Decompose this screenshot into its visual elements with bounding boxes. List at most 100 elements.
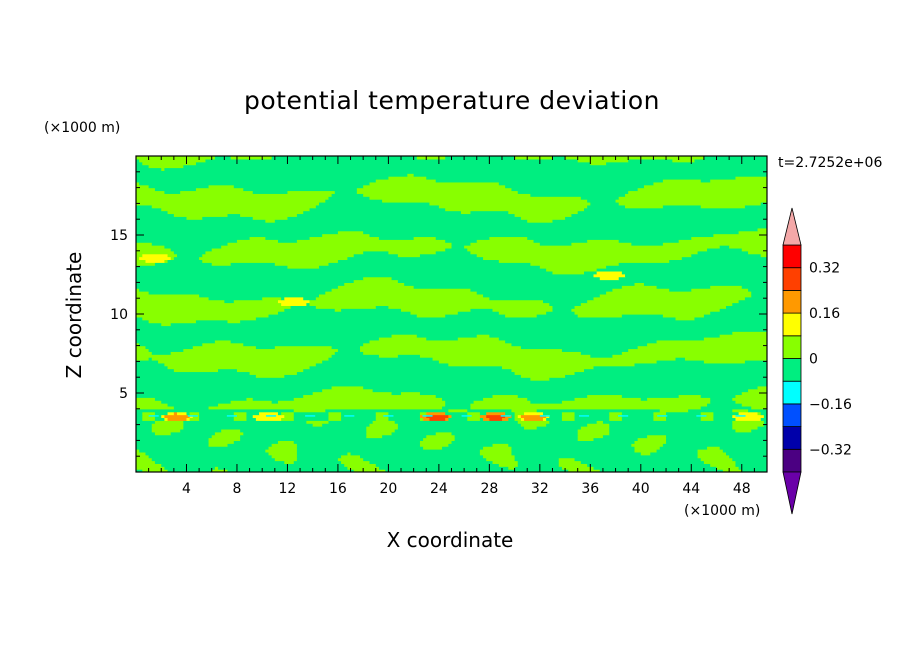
contour-cell bbox=[347, 466, 380, 470]
contour-cell bbox=[470, 288, 614, 292]
contour-cell bbox=[741, 285, 767, 289]
contour-cell bbox=[353, 469, 386, 472]
contour-cell bbox=[656, 359, 705, 364]
contour-cell bbox=[498, 311, 547, 315]
contour-cell bbox=[606, 265, 767, 269]
contour-cell bbox=[136, 308, 285, 312]
contour-cell bbox=[252, 397, 295, 401]
contour-cell bbox=[334, 351, 364, 355]
contour-cell bbox=[337, 259, 500, 263]
contour-cell bbox=[136, 196, 330, 200]
contour-cell bbox=[470, 242, 541, 246]
contour-cell bbox=[145, 345, 194, 350]
contour-cell bbox=[451, 431, 579, 436]
contour-cell bbox=[501, 417, 509, 421]
x-tick-label: 20 bbox=[379, 481, 397, 497]
contour-cell bbox=[416, 334, 478, 338]
contour-cell bbox=[479, 451, 513, 456]
contour-cell bbox=[552, 270, 585, 275]
contour-cell bbox=[233, 411, 248, 416]
contour-cell bbox=[337, 457, 364, 462]
contour-cell bbox=[136, 382, 767, 387]
contour-cell bbox=[136, 245, 165, 249]
contour-cell bbox=[546, 417, 563, 421]
contour-cell bbox=[732, 408, 749, 413]
contour-cell bbox=[401, 391, 421, 396]
contour-cell bbox=[136, 256, 140, 261]
contour-cell bbox=[233, 184, 364, 189]
contour-cell bbox=[199, 411, 235, 416]
contour-cell bbox=[593, 273, 626, 278]
contour-cell bbox=[151, 242, 229, 246]
contour-cell bbox=[363, 457, 487, 462]
contour-cell bbox=[448, 414, 453, 419]
contour-cell bbox=[306, 420, 330, 424]
contour-cell bbox=[170, 256, 175, 261]
contour-cell bbox=[486, 411, 506, 416]
contour-cell bbox=[713, 414, 733, 419]
contour-cell bbox=[341, 417, 377, 421]
contour-cell bbox=[315, 305, 377, 309]
contour-cell bbox=[524, 411, 544, 416]
contour-cell bbox=[722, 469, 743, 472]
contour-cell bbox=[211, 247, 446, 252]
contour-cell bbox=[492, 308, 554, 312]
contour-cell bbox=[580, 196, 620, 200]
contour-cell bbox=[227, 443, 273, 447]
contour-cell bbox=[341, 308, 402, 312]
contour-cell bbox=[524, 426, 538, 430]
contour-cell bbox=[397, 426, 525, 430]
contour-cell bbox=[199, 293, 320, 298]
contour-cell bbox=[669, 259, 767, 263]
contour-field bbox=[136, 156, 767, 472]
contour-cell bbox=[419, 253, 478, 258]
contour-cell bbox=[514, 371, 576, 375]
contour-cell bbox=[757, 227, 767, 232]
contour-cell bbox=[353, 279, 399, 283]
contour-cell bbox=[565, 374, 767, 378]
contour-cell bbox=[722, 449, 767, 453]
contour-cell bbox=[136, 440, 210, 444]
contour-cell bbox=[136, 451, 147, 456]
contour-cell bbox=[596, 420, 604, 424]
contour-cell bbox=[574, 397, 642, 401]
contour-cell bbox=[164, 362, 317, 367]
contour-cell bbox=[136, 296, 210, 301]
contour-cell bbox=[397, 423, 522, 427]
contour-cell bbox=[328, 411, 342, 416]
contour-cell bbox=[136, 156, 216, 160]
contour-cell bbox=[546, 311, 576, 315]
contour-cell bbox=[738, 466, 767, 470]
contour-cell bbox=[136, 336, 380, 341]
contour-cell bbox=[154, 187, 197, 192]
contour-cell bbox=[391, 334, 418, 338]
contour-cell bbox=[142, 411, 156, 416]
contour-cell bbox=[404, 282, 636, 286]
contour-cell bbox=[331, 385, 364, 390]
contour-cell bbox=[426, 434, 456, 439]
contour-cell bbox=[621, 270, 767, 275]
contour-cell bbox=[167, 259, 203, 263]
contour-cell bbox=[230, 156, 273, 160]
contour-cell bbox=[549, 377, 767, 381]
contour-cell bbox=[511, 451, 642, 456]
contour-cell bbox=[561, 411, 576, 416]
contour-cell bbox=[423, 437, 456, 441]
contour-cell bbox=[240, 428, 367, 433]
contour-cell bbox=[145, 451, 270, 456]
contour-cell bbox=[558, 463, 588, 467]
contour-cell bbox=[186, 417, 191, 421]
contour-cell bbox=[580, 460, 705, 464]
contour-cell bbox=[154, 397, 248, 401]
contour-cell bbox=[445, 314, 506, 318]
contour-cell bbox=[505, 184, 645, 189]
contour-cell bbox=[341, 411, 377, 416]
contour-cell bbox=[136, 431, 156, 436]
contour-cell bbox=[498, 336, 705, 341]
contour-cell bbox=[647, 397, 711, 401]
contour-cell bbox=[574, 414, 610, 419]
contour-cell bbox=[243, 342, 364, 347]
contour-cell bbox=[136, 314, 270, 318]
contour-cell bbox=[293, 397, 443, 401]
